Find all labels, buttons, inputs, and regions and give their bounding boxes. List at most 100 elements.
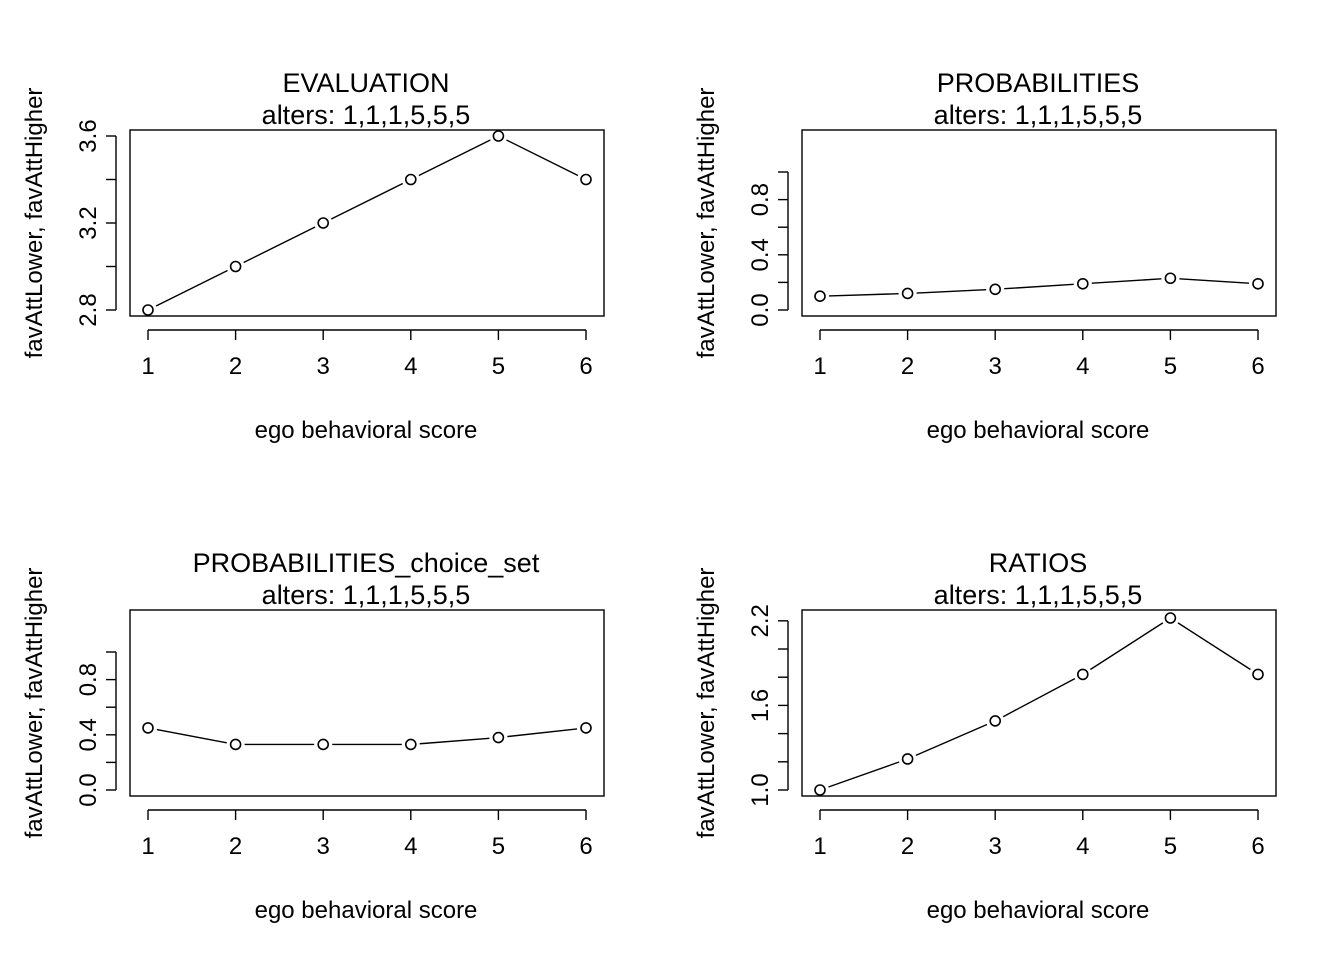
panel-subtitle: alters: 1,1,1,5,5,5 <box>934 100 1143 130</box>
series-segment <box>507 729 577 737</box>
data-point <box>231 739 241 749</box>
x-tick-label: 5 <box>1164 833 1177 860</box>
panel-subtitle: alters: 1,1,1,5,5,5 <box>934 580 1143 610</box>
series-segment <box>1090 623 1162 670</box>
x-axis-label: ego behavioral score <box>927 417 1150 444</box>
x-tick-label: 4 <box>404 353 417 380</box>
panel-subtitle: alters: 1,1,1,5,5,5 <box>262 580 471 610</box>
x-tick-label: 3 <box>989 353 1002 380</box>
plot-marks: 1 2 3 4 5 6 1.0 1.6 2.2 <box>747 604 1265 860</box>
data-point <box>318 739 328 749</box>
data-point <box>318 218 328 228</box>
x-tick-label: 6 <box>1251 353 1264 380</box>
x-tick-label: 2 <box>901 353 914 380</box>
y-tick-label: 3.6 <box>75 119 102 152</box>
x-tick-label: 4 <box>1076 833 1089 860</box>
data-point <box>1165 273 1175 283</box>
series-segment <box>1178 623 1250 670</box>
data-point <box>406 739 416 749</box>
panel-evaluation: EVALUATION alters: 1,1,1,5,5,5 ego behav… <box>21 68 604 444</box>
plot-marks: 1 2 3 4 5 6 0.0 0.4 0.8 <box>747 172 1265 380</box>
series-segment <box>917 290 987 293</box>
y-tick-label: 1.0 <box>747 773 774 806</box>
x-tick-label: 2 <box>229 353 242 380</box>
data-point <box>581 723 591 733</box>
y-tick-label: 0.8 <box>747 183 774 216</box>
x-tick-label: 1 <box>813 833 826 860</box>
series-segment <box>244 227 315 262</box>
data-point <box>143 305 153 315</box>
y-tick-label: 0.4 <box>75 718 102 751</box>
data-point <box>990 716 1000 726</box>
series-segment <box>506 140 577 175</box>
data-point <box>143 723 153 733</box>
plot-frame <box>802 130 1276 316</box>
data-point <box>903 288 913 298</box>
x-tick-label: 4 <box>1076 353 1089 380</box>
data-point <box>406 175 416 185</box>
figure: EVALUATION alters: 1,1,1,5,5,5 ego behav… <box>0 0 1344 960</box>
panel-title: PROBABILITIES <box>937 68 1140 98</box>
series-segment <box>156 271 227 306</box>
data-point <box>990 284 1000 294</box>
x-axis-label: ego behavioral score <box>927 897 1150 924</box>
plot-frame <box>130 610 604 796</box>
plot-marks: 1 2 3 4 5 6 2.8 3.2 3.6 <box>75 119 593 380</box>
y-tick-label: 0.4 <box>747 238 774 271</box>
x-axis-label: ego behavioral score <box>255 417 478 444</box>
data-point <box>1253 669 1263 679</box>
panel-ratios: RATIOS alters: 1,1,1,5,5,5 ego behaviora… <box>693 548 1276 924</box>
series-segment <box>1092 279 1162 283</box>
data-point <box>1165 613 1175 623</box>
x-tick-label: 1 <box>813 353 826 380</box>
y-axis-label: favAttLower, favAttHigher <box>21 88 48 359</box>
data-point <box>903 754 913 764</box>
x-tick-label: 1 <box>141 353 154 380</box>
y-axis-label: favAttLower, favAttHigher <box>693 568 720 839</box>
data-point <box>815 785 825 795</box>
plot-frame <box>802 610 1276 796</box>
y-tick-label: 0.0 <box>747 293 774 326</box>
panel-title: PROBABILITIES_choice_set <box>193 548 540 578</box>
panel-subtitle: alters: 1,1,1,5,5,5 <box>262 100 471 130</box>
x-tick-label: 2 <box>229 833 242 860</box>
series-segment <box>828 762 899 787</box>
x-tick-label: 1 <box>141 833 154 860</box>
y-tick-label: 0.8 <box>75 663 102 696</box>
x-tick-label: 5 <box>1164 353 1177 380</box>
data-point <box>231 262 241 272</box>
x-tick-label: 4 <box>404 833 417 860</box>
x-tick-label: 6 <box>1251 833 1264 860</box>
series-segment <box>916 725 987 756</box>
data-point <box>1253 279 1263 289</box>
data-point <box>493 733 503 743</box>
y-tick-label: 2.2 <box>747 604 774 637</box>
x-tick-label: 3 <box>317 833 330 860</box>
x-tick-label: 6 <box>579 833 592 860</box>
series-segment <box>331 184 402 219</box>
x-tick-label: 3 <box>989 833 1002 860</box>
y-axis-label: favAttLower, favAttHigher <box>693 88 720 359</box>
y-tick-label: 0.0 <box>75 773 102 806</box>
panel-title: EVALUATION <box>282 68 449 98</box>
data-point <box>1078 669 1088 679</box>
series-segment <box>1004 284 1074 288</box>
series-segment <box>829 294 899 296</box>
x-tick-label: 5 <box>492 833 505 860</box>
series-segment <box>419 140 490 175</box>
x-tick-label: 5 <box>492 353 505 380</box>
data-point <box>1078 279 1088 289</box>
y-tick-label: 2.8 <box>75 293 102 326</box>
panel-probabilities-choice-set: PROBABILITIES_choice_set alters: 1,1,1,5… <box>21 548 604 924</box>
plot-frame <box>130 130 604 316</box>
data-point <box>581 175 591 185</box>
x-tick-label: 2 <box>901 833 914 860</box>
series-segment <box>1179 279 1249 283</box>
data-point <box>493 131 503 141</box>
y-axis-label: favAttLower, favAttHigher <box>21 568 48 839</box>
y-tick-label: 1.6 <box>747 689 774 722</box>
series-segment <box>157 730 227 743</box>
panel-probabilities: PROBABILITIES alters: 1,1,1,5,5,5 ego be… <box>693 68 1276 444</box>
panel-title: RATIOS <box>989 548 1088 578</box>
x-tick-label: 6 <box>579 353 592 380</box>
